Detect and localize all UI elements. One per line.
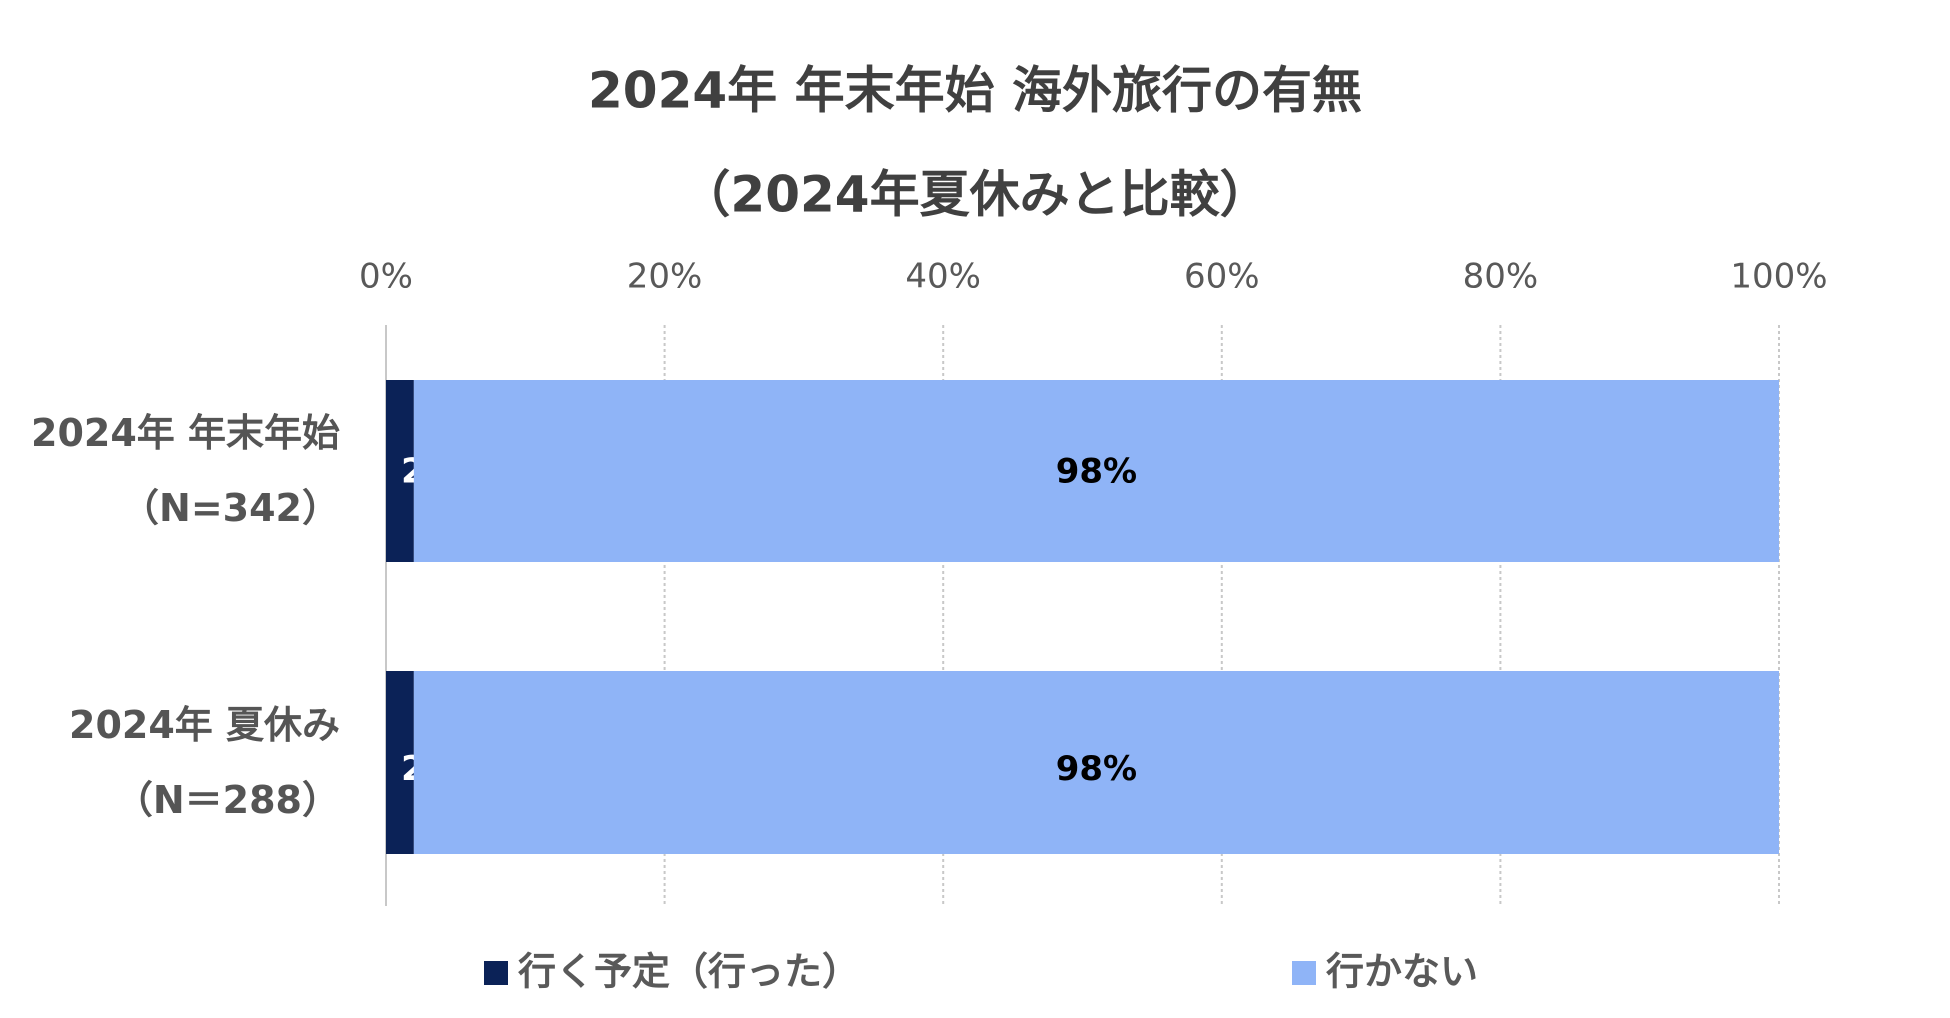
x-tick-label: 0% — [359, 257, 413, 297]
x-tick-label: 40% — [905, 257, 981, 297]
bar-segment — [386, 380, 414, 562]
x-tick-label: 20% — [627, 257, 703, 297]
category-label: 2024年 夏休み （N＝288） — [69, 702, 340, 822]
data-label: 98% — [1056, 749, 1137, 789]
x-tick-label: 100% — [1730, 257, 1827, 297]
bar-segment — [413, 380, 1779, 562]
legend-label: 行く予定（行った） — [518, 950, 860, 994]
legend-label: 行かない — [1326, 950, 1478, 994]
legend-swatch — [484, 961, 508, 985]
bar-segment — [386, 671, 414, 854]
chart-subtitle: （2024年夏休みと比較） — [680, 166, 1269, 224]
category-label: 2024年 年末年始 （N=342） — [31, 411, 340, 530]
legend-swatch — [1292, 961, 1316, 985]
chart-title: 2024年 年末年始 海外旅行の有無 — [588, 62, 1362, 120]
x-tick-label: 60% — [1184, 257, 1260, 297]
bar-segment — [413, 671, 1779, 854]
x-tick-label: 80% — [1463, 257, 1539, 297]
data-label: 98% — [1056, 452, 1137, 492]
